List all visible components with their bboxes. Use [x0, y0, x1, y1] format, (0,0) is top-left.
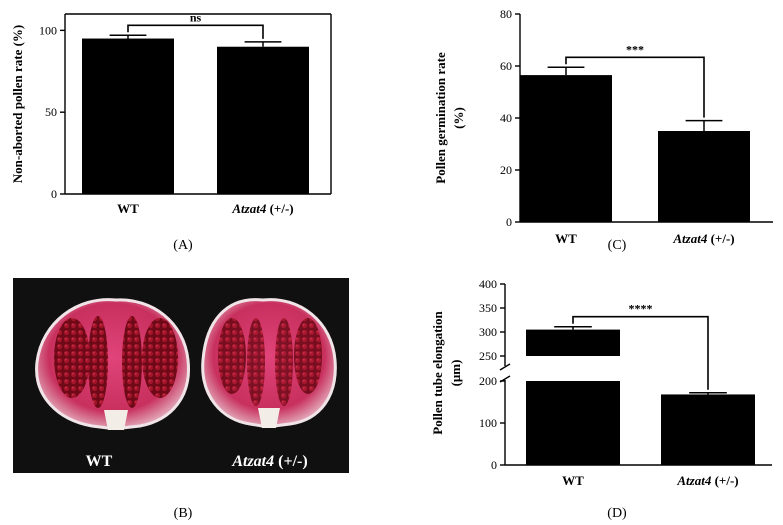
bar	[526, 329, 620, 356]
x-tick-label: WT	[117, 201, 139, 216]
x-tick-label: Atzat4 (+/-)	[231, 201, 293, 216]
y-tick-label: 100	[479, 416, 497, 430]
y-tick-label: 0	[51, 187, 57, 201]
category-name: WT	[555, 231, 577, 246]
y-tick-label: 60	[500, 59, 512, 73]
y-axis-label: Pollen germination rate	[433, 52, 448, 184]
x-tick-label: WT	[555, 231, 577, 246]
panel-label-b: (B)	[174, 506, 193, 521]
category-name: WT	[117, 201, 139, 216]
anther-wt-image	[35, 298, 191, 430]
photo-label-wt: WT	[86, 453, 113, 470]
axis-break-mark	[499, 375, 511, 383]
y-tick-label: 0	[491, 458, 497, 472]
y-tick-label: 40	[500, 111, 512, 125]
significance-bracket	[127, 24, 264, 39]
y-axis-label: Pollen tube elongation	[430, 310, 445, 434]
category-suffix: (+/-)	[266, 201, 293, 216]
y-axis-unit: (μm)	[448, 360, 463, 387]
anther-mutant-image	[201, 298, 337, 428]
x-tick-label: WT	[562, 473, 584, 488]
panel-label-a: (A)	[173, 238, 193, 253]
panel-label-d: (D)	[607, 506, 627, 521]
y-tick-label: 80	[500, 7, 512, 21]
axis-break-mark	[499, 363, 511, 371]
significance-bracket	[565, 56, 705, 118]
category-name: WT	[562, 473, 584, 488]
y-tick-label: 0	[506, 215, 512, 229]
bar	[82, 38, 174, 194]
category-name: Atzat4	[676, 473, 711, 488]
panel-label-c: (C)	[608, 238, 627, 253]
y-tick-label: 200	[479, 374, 497, 388]
y-tick-label: 350	[479, 301, 497, 315]
category-suffix: (+/-)	[707, 231, 734, 246]
chart-panel-c: Pollen germination rate (%) 0 20 40 60 80 **…	[433, 7, 773, 253]
x-tick-label: Atzat4 (+/-)	[676, 473, 738, 488]
category-name: Atzat4	[231, 201, 266, 216]
y-axis-unit: (%)	[451, 107, 466, 129]
photo-panel-b: WT Atzat4 (+/-) (B)	[13, 278, 349, 521]
y-tick-label: 50	[45, 105, 57, 119]
y-tick-label: 250	[479, 349, 497, 363]
significance-label: ****	[629, 302, 653, 316]
y-axis-label: Non-aborted pollen rate (%)	[10, 25, 25, 184]
y-tick-label: 100	[39, 23, 57, 37]
bar	[526, 381, 620, 465]
bar	[661, 394, 755, 465]
y-tick-label: 20	[500, 163, 512, 177]
y-tick-label: 400	[479, 277, 497, 291]
significance-label: ***	[626, 42, 644, 56]
significance-label: ns	[190, 10, 202, 24]
bar	[658, 131, 750, 222]
bar	[520, 75, 612, 222]
chart-panel-d: Pollen tube elongation (μm) 0 100 200 250 30…	[430, 277, 772, 521]
photo-label-mutant: Atzat4 (+/-)	[231, 453, 307, 470]
significance-bracket	[572, 315, 709, 390]
bar	[217, 46, 309, 195]
category-name: Atzat4	[672, 231, 707, 246]
x-tick-label: Atzat4 (+/-)	[672, 231, 734, 246]
y-tick-label: 300	[479, 325, 497, 339]
category-suffix: (+/-)	[711, 473, 738, 488]
chart-panel-a: Non-aborted pollen rate (%) 0 50 100 ns WT…	[10, 10, 332, 253]
